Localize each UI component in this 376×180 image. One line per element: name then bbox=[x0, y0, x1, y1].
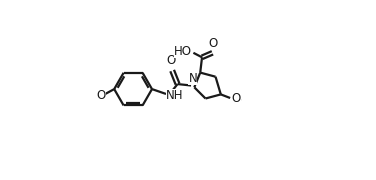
Text: HO: HO bbox=[174, 45, 192, 58]
Text: O: O bbox=[97, 89, 106, 102]
Text: O: O bbox=[209, 37, 218, 50]
Text: O: O bbox=[232, 92, 241, 105]
Text: NH: NH bbox=[166, 89, 183, 102]
Text: N: N bbox=[188, 72, 197, 85]
Text: O: O bbox=[167, 54, 176, 67]
